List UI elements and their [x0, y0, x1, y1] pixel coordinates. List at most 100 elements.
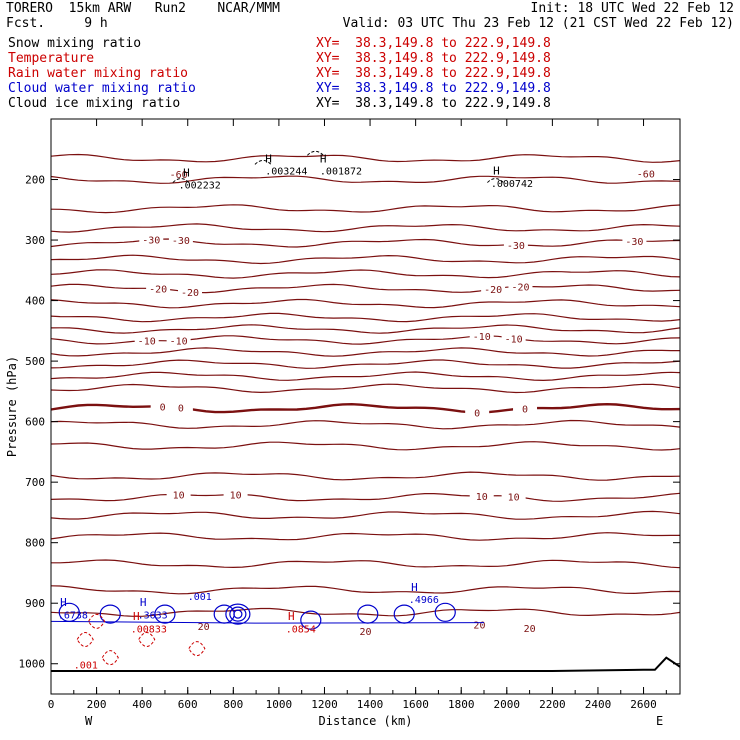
contour-label-bg [469, 329, 494, 342]
forecast-hour-label: Fcst. 9 h [6, 16, 108, 31]
maximum-h-marker-2: H [320, 153, 327, 166]
isotherm-line-17 [50, 419, 681, 430]
contour-label-bg [166, 334, 191, 347]
x-tick-label-200: 200 [87, 698, 107, 711]
contour-label-bg [513, 402, 538, 415]
contour-label--60-1: -60 [637, 170, 655, 181]
isotherm-line-20 [50, 492, 681, 502]
x-tick-label-1200: 1200 [311, 698, 338, 711]
maximum-value-label-2: .001872 [320, 167, 362, 178]
contour-label--20-0: -20 [149, 285, 167, 296]
cloud-water-contour-3 [213, 604, 235, 624]
legend-name-cloud-water: Cloud water mixing ratio [8, 81, 196, 96]
maximum-value-label-8: .0854 [286, 624, 316, 635]
legend-xy-cloud-water: XY= 38.3,149.8 to 222.9,149.8 [316, 81, 551, 96]
contour-label-bg [633, 167, 658, 180]
isotherm-line-5 [50, 254, 681, 265]
y-tick-label-500: 500 [25, 355, 45, 368]
endpoint-left-label: W [85, 714, 93, 728]
isotherm-line-2 [50, 204, 681, 214]
cloud-water-core-1 [229, 606, 247, 622]
contour-label-bg [481, 282, 506, 295]
y-tick-label-900: 900 [25, 597, 45, 610]
contour-label-10-1: 10 [230, 490, 242, 501]
contour-label-0-2: 0 [474, 409, 480, 420]
x-tick-label-1600: 1600 [402, 698, 429, 711]
rain-contour-3 [188, 641, 206, 657]
contour-label-0-1: 0 [178, 404, 184, 415]
contour-label-20-0: 20 [198, 622, 210, 633]
contour-label-bg [467, 618, 492, 631]
model-label: TORERO 15km ARW Run2 NCAR/MMM [6, 1, 280, 16]
maximum-value-label-3: .000742 [491, 179, 533, 190]
x-tick-label-2000: 2000 [494, 698, 521, 711]
x-tick-label-0: 0 [48, 698, 55, 711]
isotherm-line-10 [50, 324, 681, 334]
isotherm-line-15 [50, 383, 681, 394]
x-tick-label-600: 600 [178, 698, 198, 711]
cloud-water-contour-4 [300, 610, 322, 630]
x-tick-label-1400: 1400 [357, 698, 384, 711]
cloud-ice-contour-2 [307, 150, 324, 156]
legend-xy-temperature: XY= 38.3,149.8 to 222.9,149.8 [316, 51, 551, 66]
isotherm-line-6 [50, 269, 681, 279]
legend-name-temperature: Temperature [8, 51, 95, 66]
maximum-h-marker-7: H [288, 610, 295, 623]
contour-label-10-3: 10 [508, 492, 520, 503]
contour-label-bg [622, 234, 647, 247]
cloud-water-contour-1 [99, 604, 121, 624]
contour-label-bg [465, 406, 490, 419]
contour-label-bg [503, 238, 528, 251]
contour-label-bg [146, 282, 171, 295]
y-tick-label-300: 300 [25, 234, 45, 247]
contour-label-bg [139, 233, 164, 246]
isotherm-line-25 [50, 607, 681, 617]
cloud-water-contour-7 [434, 602, 456, 622]
contour-label-bg [178, 285, 203, 298]
maximum-value-label-10: .001 [74, 661, 98, 672]
contour-label-bg [166, 488, 191, 501]
y-axis-title: Pressure (hPa) [5, 356, 19, 457]
cloud-ice-contour-1 [254, 159, 272, 165]
cloud-water-base-line [50, 620, 485, 624]
maximum-h-marker-1: H [265, 153, 272, 166]
contour-label--30-1: -30 [172, 236, 190, 247]
legend-name-cloud-ice: Cloud ice mixing ratio [8, 96, 181, 111]
y-tick-label-400: 400 [25, 295, 45, 308]
maximum-value-label-6: .00833 [131, 624, 167, 635]
cloud-ice-contour-3 [487, 178, 504, 183]
isotherm-line-7 [50, 283, 681, 294]
isotherm-line-13 [50, 359, 681, 369]
contour-label-bg [168, 233, 193, 246]
y-tick-label-800: 800 [25, 537, 45, 550]
endpoint-right-label: E [656, 714, 663, 728]
isotherm-line-12 [50, 347, 680, 357]
contour-label-bg [150, 400, 175, 413]
maximum-h-marker-8: H [411, 581, 418, 594]
contour-label-bg [469, 489, 494, 502]
cloud-ice-contour-0 [172, 178, 190, 183]
contour-label--10-2: -10 [473, 332, 491, 343]
cloud-water-contour-2 [154, 604, 176, 624]
y-tick-label-1000: 1000 [19, 658, 46, 671]
isotherm-line-8 [50, 298, 681, 309]
contour-label--60-0: -60 [170, 170, 188, 181]
contour-label-20-3: 20 [524, 624, 536, 635]
contour-label--20-3: -20 [511, 282, 529, 293]
y-tick-label-700: 700 [25, 476, 45, 489]
maximum-h-marker-5: H [140, 596, 147, 609]
contour-label-10-0: 10 [173, 491, 185, 502]
legend-xy-rain: XY= 38.3,149.8 to 222.9,149.8 [316, 66, 551, 81]
contour-label--10-3: -10 [505, 334, 523, 345]
rain-contour-2 [138, 632, 156, 648]
contour-label-bg [223, 488, 248, 501]
init-time-label: Init: 18 UTC Wed 22 Feb 12 [530, 1, 735, 16]
isotherm-line-18 [50, 441, 681, 451]
contour-label-bg [508, 280, 533, 293]
maximum-value-label-5: .3633 [138, 610, 168, 621]
contour-label-20-1: 20 [359, 627, 371, 638]
y-tick-label-200: 200 [25, 174, 45, 187]
isotherm-line-19 [50, 471, 681, 481]
maximum-h-marker-6: H [133, 610, 140, 623]
contour-label--30-2: -30 [507, 241, 525, 252]
